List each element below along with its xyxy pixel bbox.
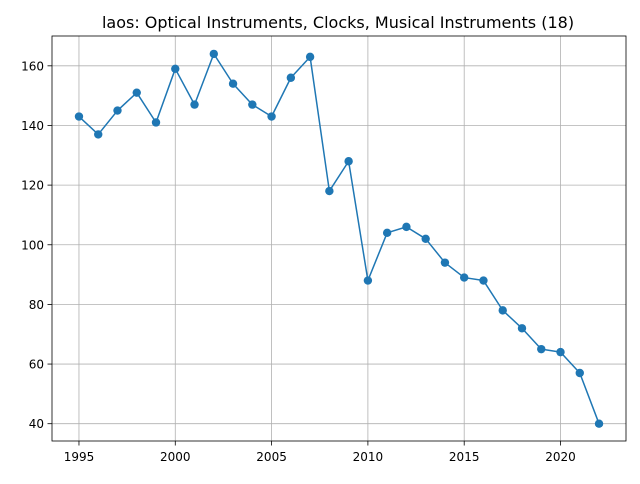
- data-point: [132, 88, 141, 97]
- x-tick-label: 2020: [545, 450, 576, 464]
- data-point: [363, 276, 373, 285]
- data-point: [575, 368, 584, 378]
- data-point: [402, 222, 411, 232]
- data-point: [305, 52, 315, 62]
- data-point: [286, 73, 296, 82]
- data-point: [151, 118, 161, 127]
- data-point: [537, 344, 546, 354]
- grid-lines: [52, 36, 626, 441]
- data-point: [74, 112, 84, 121]
- series-layer: [74, 49, 604, 428]
- data-point: [460, 273, 469, 282]
- data-point: [228, 79, 238, 88]
- data-point: [267, 112, 276, 121]
- series-line: [78, 53, 600, 424]
- data-point: [325, 186, 334, 196]
- y-tick-label: 40: [29, 417, 44, 431]
- x-tick-label: 2010: [353, 450, 384, 464]
- x-tick-label: 2000: [160, 450, 191, 464]
- chart-title: laos: Optical Instruments, Clocks, Music…: [102, 13, 574, 32]
- data-point: [248, 100, 257, 109]
- data-point: [440, 258, 450, 267]
- data-point: [421, 234, 430, 243]
- y-tick-label: 100: [21, 238, 44, 252]
- data-point: [94, 130, 103, 139]
- data-point: [344, 157, 353, 166]
- y-tick-label: 120: [21, 179, 44, 193]
- data-point: [382, 228, 392, 238]
- data-point: [479, 276, 488, 285]
- y-tick-label: 80: [29, 298, 44, 312]
- data-point: [171, 64, 180, 74]
- axes: 1995 2000 2005 2010 2015 2020 40 60 80 100 120 140 1…: [21, 35, 627, 464]
- plot-frame: [51, 35, 627, 442]
- x-tick-label: 2005: [256, 450, 287, 464]
- x-tick-label: 1995: [64, 450, 95, 464]
- y-tick-label: 140: [21, 119, 44, 133]
- data-point: [190, 100, 199, 109]
- data-point: [556, 347, 565, 357]
- data-point: [517, 324, 527, 333]
- data-point: [594, 419, 604, 428]
- x-tick-label: 2015: [449, 450, 480, 464]
- y-tick-label: 60: [29, 358, 44, 372]
- data-point: [113, 106, 122, 115]
- data-point: [498, 306, 507, 315]
- y-tick-label: 160: [21, 59, 44, 73]
- data-point: [209, 49, 218, 59]
